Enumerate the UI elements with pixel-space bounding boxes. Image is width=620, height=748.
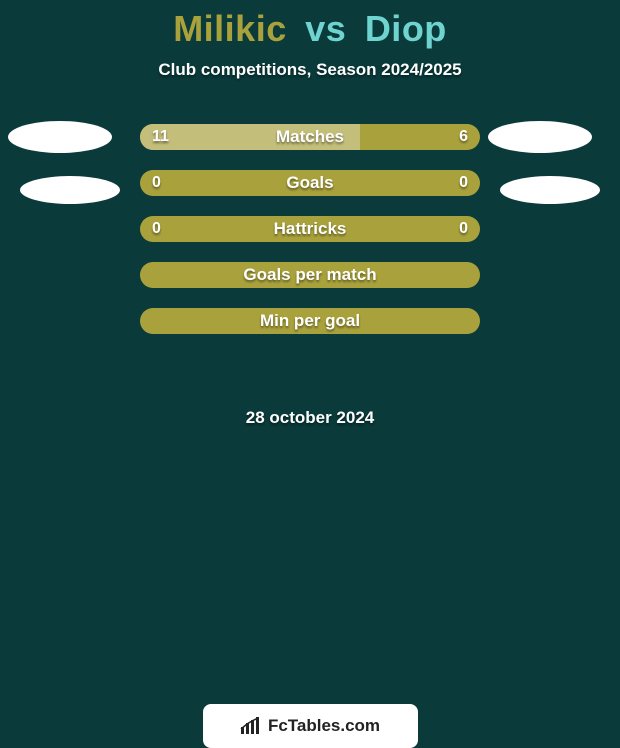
stat-bar: Goals per match	[140, 262, 480, 288]
stat-row: Goals per match	[0, 262, 620, 288]
player2-photo	[500, 176, 600, 204]
stat-bar: Matches11 6	[140, 124, 480, 150]
snapshot-date: 28 october 2024	[0, 408, 620, 428]
stat-row: Hattricks0 0	[0, 216, 620, 242]
comparison-title: Milikic vs Diop	[0, 0, 620, 50]
stat-bar: Goals0 0	[140, 170, 480, 196]
stat-label: Min per goal	[140, 308, 480, 334]
player1-photo	[8, 121, 112, 153]
stat-value-right: 6	[459, 124, 468, 150]
stat-label: Hattricks	[140, 216, 480, 242]
stat-label: Goals per match	[140, 262, 480, 288]
stat-bar: Min per goal	[140, 308, 480, 334]
stat-label: Matches	[140, 124, 480, 150]
stat-value-left: 0	[152, 216, 161, 242]
title-vs: vs	[305, 8, 346, 49]
subtitle: Club competitions, Season 2024/2025	[0, 60, 620, 80]
stat-label: Goals	[140, 170, 480, 196]
chart-icon	[240, 717, 262, 735]
fctables-logo: FcTables.com	[203, 704, 418, 748]
stat-value-right: 0	[459, 170, 468, 196]
player1-photo	[20, 176, 120, 204]
player2-photo	[488, 121, 592, 153]
player1-name: Milikic	[173, 8, 287, 49]
player2-name: Diop	[365, 8, 447, 49]
stat-bar: Hattricks0 0	[140, 216, 480, 242]
stat-value-left: 0	[152, 170, 161, 196]
stat-row: Min per goal	[0, 308, 620, 334]
stat-value-left: 11	[152, 124, 169, 150]
stat-value-right: 0	[459, 216, 468, 242]
logo-text: FcTables.com	[268, 716, 380, 736]
